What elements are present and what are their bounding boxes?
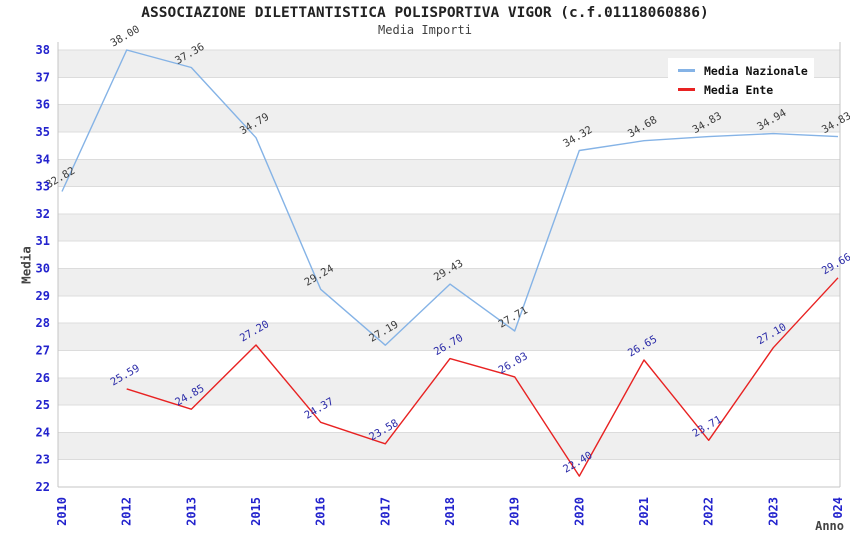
- y-tick-label: 31: [36, 234, 50, 248]
- y-tick-label: 34: [36, 152, 50, 166]
- x-tick-label: 2016: [314, 497, 328, 526]
- y-tick-label: 33: [36, 180, 50, 194]
- y-tick-label: 25: [36, 398, 50, 412]
- y-tick-label: 35: [36, 125, 50, 139]
- background-band: [58, 159, 840, 187]
- y-tick-label: 38: [36, 43, 50, 57]
- x-tick-label: 2022: [702, 497, 716, 526]
- legend-line-marker-icon: [678, 69, 695, 72]
- x-tick-label: 2017: [378, 497, 392, 526]
- y-tick-label: 23: [36, 453, 50, 467]
- y-tick-label: 26: [36, 371, 50, 385]
- legend-item-label: Media Nazionale: [704, 63, 808, 78]
- x-tick-label: 2023: [766, 497, 780, 526]
- y-tick-label: 29: [36, 289, 50, 303]
- x-tick-label: 2013: [184, 497, 198, 526]
- y-tick-label: 27: [36, 343, 50, 357]
- x-tick-label: 2010: [55, 497, 69, 526]
- background-band: [58, 104, 840, 132]
- legend-item-media-nazionale: Media Nazionale: [668, 61, 814, 80]
- x-tick-label: 2015: [249, 497, 263, 526]
- chart-title: ASSOCIAZIONE DILETTANTISTICA POLISPORTIV…: [141, 5, 709, 21]
- series-line-media-nazionale: [61, 49, 839, 346]
- x-tick-label: 2019: [508, 497, 522, 526]
- background-band: [58, 323, 840, 351]
- y-tick-label: 24: [36, 425, 50, 439]
- y-tick-label: 32: [36, 207, 50, 221]
- x-axis-title: Anno: [813, 519, 844, 533]
- background-band: [58, 268, 840, 296]
- legend-item-media-ente: Media Ente: [668, 80, 814, 99]
- legend-item-label: Media Ente: [704, 82, 774, 97]
- background-band: [58, 377, 840, 406]
- x-tick-label: 2018: [443, 497, 457, 526]
- y-tick-label: 36: [36, 98, 50, 112]
- legend-line-marker-icon: [678, 88, 695, 91]
- x-tick-label: 2021: [637, 497, 651, 526]
- y-tick-label: 37: [36, 70, 50, 84]
- y-axis-title: Media: [18, 246, 34, 284]
- background-band: [58, 213, 840, 242]
- background-band: [58, 432, 840, 460]
- x-tick-label: 2020: [572, 497, 586, 526]
- series-line-media-ente: [126, 277, 839, 477]
- x-tick-label: 2024: [831, 497, 845, 526]
- x-tick-label: 2012: [120, 497, 134, 526]
- y-tick-label: 30: [36, 262, 50, 276]
- legend: Media Nazionale Media Ente: [668, 58, 814, 103]
- y-tick-label: 28: [36, 316, 50, 330]
- chart-subtitle: Media Importi: [378, 23, 472, 37]
- y-tick-label: 22: [36, 480, 50, 494]
